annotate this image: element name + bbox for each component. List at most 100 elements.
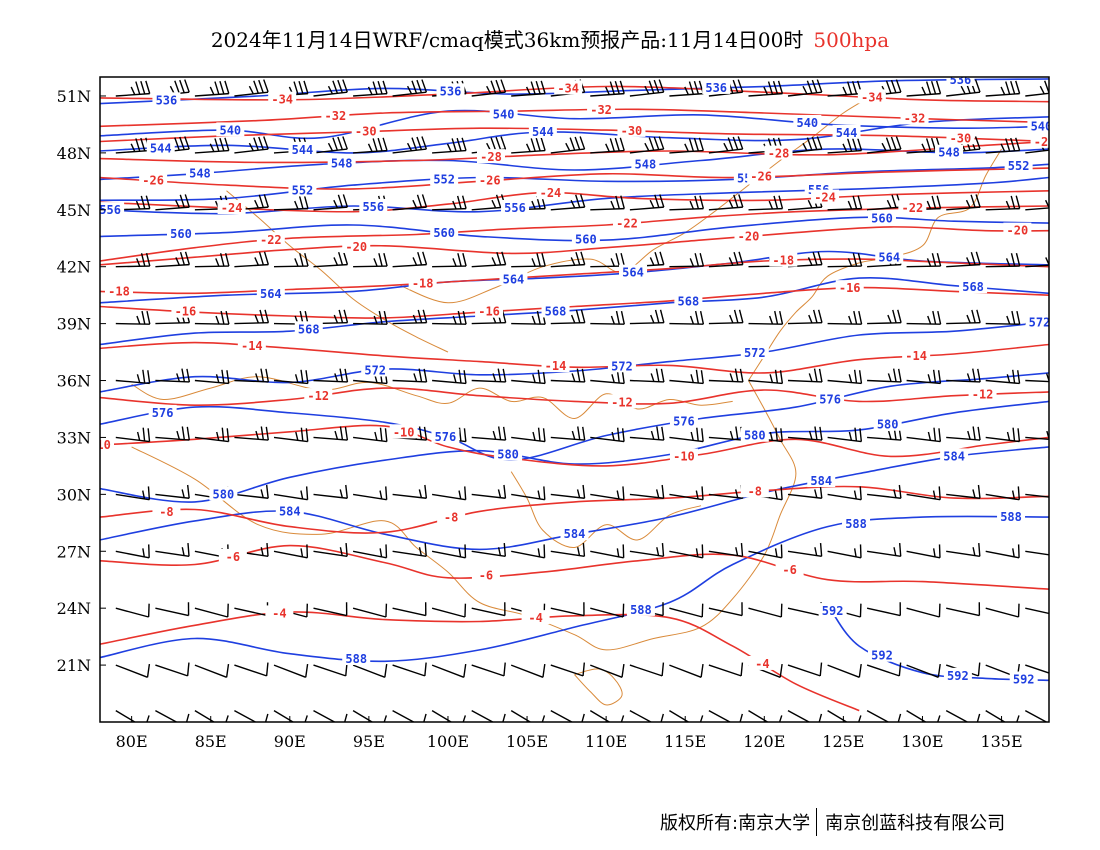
geopotential-contour bbox=[100, 400, 1049, 503]
wind-barb bbox=[629, 662, 665, 677]
wind-barb bbox=[827, 369, 863, 385]
temperature-label-bg bbox=[100, 437, 114, 452]
wind-barb bbox=[708, 368, 744, 383]
wind-barb bbox=[590, 427, 625, 443]
wind-barb bbox=[787, 662, 823, 677]
wind-barb bbox=[827, 427, 863, 443]
temperature-label-bg bbox=[475, 172, 504, 187]
geopotential-label-bg bbox=[818, 603, 847, 618]
lon-tick-label: 85E bbox=[195, 732, 227, 751]
wind-barb bbox=[827, 137, 863, 154]
geopotential-label-bg bbox=[1027, 118, 1049, 133]
copyright-text: 版权所有:南京大学 bbox=[660, 813, 811, 834]
company-text: 南京创蓝科技有限公司 bbox=[825, 813, 1006, 834]
wind-barb bbox=[629, 368, 665, 383]
temperature-label-bg bbox=[408, 275, 437, 290]
wind-barb bbox=[155, 662, 190, 677]
boundary-line bbox=[510, 471, 702, 549]
wind-barb bbox=[985, 195, 1021, 211]
wind-barb bbox=[946, 309, 981, 325]
temperature-contour-label: -34 bbox=[861, 90, 883, 104]
wind-barb bbox=[273, 544, 309, 559]
geopotential-contour-label: 592 bbox=[947, 669, 969, 683]
temperature-label-bg bbox=[351, 123, 380, 138]
wind-barb bbox=[787, 309, 823, 325]
geopotential-label-bg bbox=[501, 199, 530, 214]
temperature-contour bbox=[100, 485, 1049, 534]
geopotential-label-bg bbox=[541, 303, 570, 318]
geopotential-contour-label: 592 bbox=[871, 649, 893, 663]
wind-barb bbox=[313, 542, 348, 558]
wind-barb bbox=[946, 251, 981, 268]
wind-barb bbox=[787, 136, 823, 154]
wind-barb bbox=[115, 486, 151, 501]
wind-barb bbox=[1025, 550, 1049, 558]
wind-barb bbox=[787, 709, 823, 722]
wind-barb bbox=[589, 709, 625, 722]
wind-barb bbox=[471, 662, 506, 677]
geopotential-contour-label: 592 bbox=[1013, 673, 1035, 687]
wind-barb bbox=[669, 80, 704, 97]
geopotential-label-bg bbox=[499, 271, 528, 286]
temperature-contour-label: -12 bbox=[972, 388, 994, 402]
wind-barb bbox=[511, 252, 546, 268]
wind-barb bbox=[471, 79, 507, 97]
boundary-layer bbox=[131, 93, 1002, 706]
wind-barb bbox=[669, 195, 705, 211]
wind-barb bbox=[550, 709, 585, 722]
wind-barb bbox=[867, 136, 902, 154]
boundary-line bbox=[226, 190, 449, 353]
geopotential-contour-label: 556 bbox=[99, 203, 121, 217]
wind-barb bbox=[590, 544, 625, 559]
geopotential-label-bg bbox=[807, 473, 836, 488]
wind-barb bbox=[313, 368, 349, 383]
temperature-contour-label: -4 bbox=[272, 606, 286, 620]
wind-barb bbox=[234, 251, 270, 268]
wind-barb bbox=[708, 484, 744, 499]
geopotential-contour-label: 572 bbox=[1029, 316, 1051, 330]
temperature-contour-label: -32 bbox=[325, 109, 347, 123]
wind-barb bbox=[353, 252, 388, 268]
temperature-label-bg bbox=[900, 110, 929, 125]
wind-barb bbox=[194, 137, 230, 154]
temperature-contour-label: -6 bbox=[479, 569, 493, 583]
wind-barb bbox=[313, 602, 348, 617]
wind-barb bbox=[669, 709, 704, 722]
temperature-label-bg bbox=[613, 215, 642, 230]
temperature-label-bg bbox=[607, 394, 636, 409]
temperature-contour bbox=[100, 424, 1049, 467]
wind-barb bbox=[511, 137, 546, 154]
wind-barb bbox=[273, 663, 309, 678]
geopotential-label-bg bbox=[294, 321, 323, 336]
geopotential-contour-label: 540 bbox=[1031, 119, 1053, 133]
wind-barb bbox=[115, 603, 150, 618]
geopotential-label-bg bbox=[275, 503, 304, 518]
geopotential-contour bbox=[100, 276, 1049, 346]
temperature-contour-label: -24 bbox=[221, 201, 243, 215]
lon-tick-label: 125E bbox=[822, 732, 864, 751]
geopotential-contour bbox=[100, 163, 1049, 202]
wind-barb bbox=[194, 80, 230, 97]
geopotential-label-bg bbox=[875, 249, 904, 264]
temperature-contour bbox=[100, 226, 1049, 266]
wind-barb bbox=[946, 194, 981, 211]
temperature-label-bg bbox=[857, 89, 886, 104]
wind-barb bbox=[669, 369, 704, 385]
wind-barb bbox=[985, 252, 1021, 268]
geopotential-label-bg bbox=[342, 651, 371, 666]
geopotential-contour-label: 580 bbox=[497, 448, 519, 462]
geopotential-label-bg bbox=[619, 264, 648, 279]
geopotential-contour-label: 536 bbox=[705, 81, 727, 95]
lat-tick-label: 45N bbox=[57, 201, 91, 220]
geopotential-contour bbox=[100, 109, 1049, 140]
wind-barb bbox=[234, 602, 269, 617]
boundary-line bbox=[131, 380, 797, 651]
wind-barb bbox=[511, 544, 546, 559]
geopotential-label-bg bbox=[740, 427, 769, 442]
geopotential-label-bg bbox=[940, 448, 969, 463]
geopotential-label-bg bbox=[1004, 158, 1033, 173]
wind-barb bbox=[827, 252, 863, 268]
wind-barb bbox=[313, 484, 348, 499]
lon-tick-label: 120E bbox=[743, 732, 785, 751]
geopotential-contour-label: 564 bbox=[260, 287, 282, 301]
